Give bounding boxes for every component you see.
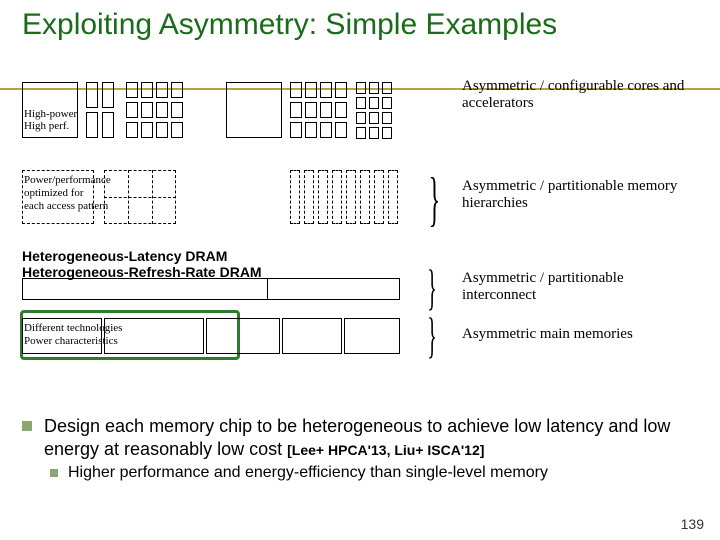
cpu-small-core: [290, 102, 302, 118]
bullet-square-icon: [22, 421, 32, 431]
annotation-mem: Asymmetric / partitionable memory hierar…: [462, 178, 698, 213]
cpu-small-core: [369, 97, 379, 109]
cpu-small-core: [156, 82, 168, 98]
cpu-small-core: [369, 82, 379, 94]
cpu-row: High-power High perf. Asymmetric / confi…: [22, 82, 698, 144]
cpu-small-core: [320, 82, 332, 98]
cpu-small-core: [290, 122, 302, 138]
bullets-section: Design each memory chip to be heterogene…: [22, 415, 702, 482]
mem-small-col: [332, 170, 342, 224]
cpu-small-core: [356, 112, 366, 124]
cpu-small-core: [171, 122, 183, 138]
cpu-small-core: [320, 122, 332, 138]
mem-row: Power/performance optimized for each acc…: [22, 170, 698, 244]
brace-mem: }: [429, 165, 441, 234]
brace-mainmem: }: [427, 306, 437, 364]
cpu-small-core: [369, 112, 379, 124]
cpu-small-core: [126, 102, 138, 118]
cpu-small-core: [305, 102, 317, 118]
cpu-big-core-right: [226, 82, 282, 138]
annotation-interconnect: Asymmetric / partitionable interconnect: [462, 270, 698, 305]
mem-small-col: [318, 170, 328, 224]
mainmem-label: Different technologies Power characteris…: [24, 322, 122, 348]
mem-small-col: [360, 170, 370, 224]
cpu-small-core: [102, 112, 114, 138]
cpu-small-core: [320, 102, 332, 118]
page-number: 139: [681, 516, 704, 532]
sub-bullet-text: Higher performance and energy-efficiency…: [68, 464, 548, 482]
mainmem-row: Different technologies Power characteris…: [22, 318, 698, 356]
cpu-small-core: [335, 122, 347, 138]
cpu-small-core: [141, 122, 153, 138]
diagram-area: High-power High perf. Asymmetric / confi…: [22, 80, 698, 420]
mainmem-box: [282, 318, 342, 354]
cpu-small-core: [305, 122, 317, 138]
main-bullet-text: Design each memory chip to be heterogene…: [44, 415, 702, 460]
slide-title: Exploiting Asymmetry: Simple Examples: [22, 8, 557, 43]
cpu-small-core: [382, 112, 392, 124]
cpu-small-core: [356, 97, 366, 109]
mem-small-col: [346, 170, 356, 224]
cpu-small-core: [126, 122, 138, 138]
mem-small-col: [290, 170, 300, 224]
main-bullet-cite: [Lee+ HPCA'13, Liu+ ISCA'12]: [287, 442, 484, 458]
mem-label: Power/performance optimized for each acc…: [24, 174, 111, 214]
annotation-cpu: Asymmetric / configurable cores and acce…: [462, 78, 698, 113]
cpu-small-core: [382, 127, 392, 139]
mainmem-box: [344, 318, 400, 354]
mem-small-col: [374, 170, 384, 224]
cpu-small-core: [156, 122, 168, 138]
mainmem-box: [206, 318, 280, 354]
cpu-small-core: [382, 82, 392, 94]
cpu-small-core: [382, 97, 392, 109]
cpu-small-core: [126, 82, 138, 98]
sub-bullet: Higher performance and energy-efficiency…: [50, 464, 702, 482]
cpu-small-core: [290, 82, 302, 98]
main-bullet: Design each memory chip to be heterogene…: [22, 415, 702, 460]
cpu-small-core: [102, 82, 114, 108]
callout-line1: Heterogeneous-Latency DRAM: [22, 248, 227, 265]
cpu-small-core: [356, 127, 366, 139]
sub-bullet-square-icon: [50, 469, 58, 477]
cpu-small-core: [156, 102, 168, 118]
cpu-small-core: [335, 102, 347, 118]
cpu-small-core: [369, 127, 379, 139]
mem-small-col: [388, 170, 398, 224]
cpu-small-core: [141, 102, 153, 118]
cpu-small-core: [171, 82, 183, 98]
cpu-left-label: High-power High perf.: [24, 108, 77, 132]
annotation-mainmem: Asymmetric main memories: [462, 326, 633, 343]
cpu-small-core: [305, 82, 317, 98]
cpu-small-core: [356, 82, 366, 94]
cpu-small-core: [86, 112, 98, 138]
interconnect-bar: [22, 278, 400, 300]
cpu-small-core: [141, 82, 153, 98]
cpu-small-core: [335, 82, 347, 98]
mem-small-col: [304, 170, 314, 224]
cpu-small-core: [86, 82, 98, 108]
cpu-small-core: [171, 102, 183, 118]
